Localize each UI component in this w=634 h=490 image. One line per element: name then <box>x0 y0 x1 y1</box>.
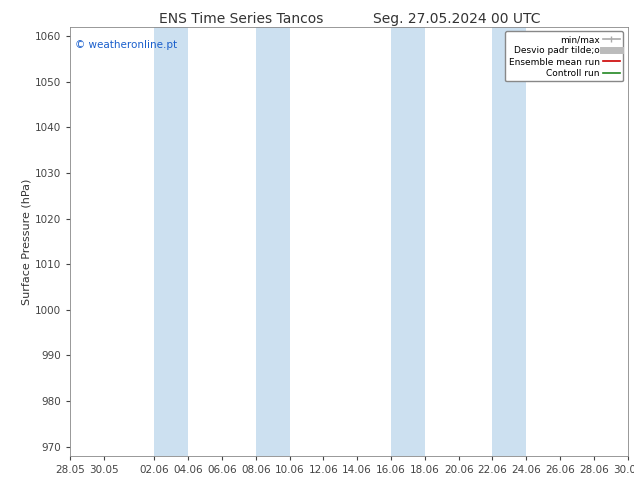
Text: ENS Time Series Tancos: ENS Time Series Tancos <box>158 12 323 26</box>
Legend: min/max, Desvio padr tilde;o, Ensemble mean run, Controll run: min/max, Desvio padr tilde;o, Ensemble m… <box>505 31 623 81</box>
Bar <box>154 27 188 456</box>
Bar <box>256 27 290 456</box>
Bar <box>391 27 425 456</box>
Y-axis label: Surface Pressure (hPa): Surface Pressure (hPa) <box>22 178 32 304</box>
Text: Seg. 27.05.2024 00 UTC: Seg. 27.05.2024 00 UTC <box>373 12 540 26</box>
Bar <box>493 27 526 456</box>
Text: © weatheronline.pt: © weatheronline.pt <box>75 40 178 50</box>
